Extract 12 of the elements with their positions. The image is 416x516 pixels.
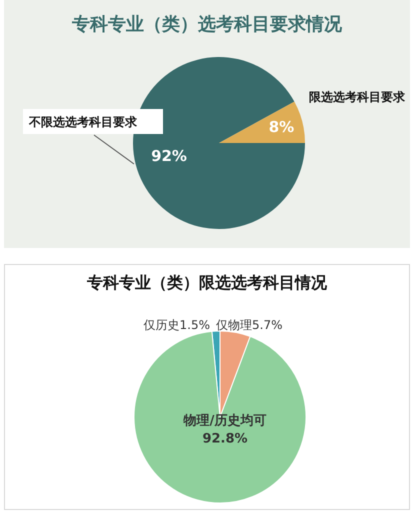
pie-slice (219, 102, 305, 143)
slice-label: 仅历史1.5% (144, 318, 210, 332)
slice-label: 物理/历史均可 (182, 414, 266, 428)
data-label: 92% (151, 146, 187, 165)
data-label: 92.8% (202, 432, 248, 446)
chart-title: 专科专业（类）选考科目要求情况 (71, 13, 343, 36)
slice-label: 限选选考科目要求 (309, 90, 406, 104)
slice-label: 不限选选考科目要求 (28, 115, 138, 129)
pie-slice (134, 330, 306, 504)
data-label: 8% (268, 118, 294, 136)
chart-title: 专科专业（类）限选选考科目情况 (86, 273, 328, 294)
slice-label: 仅物理5.7% (216, 318, 282, 332)
